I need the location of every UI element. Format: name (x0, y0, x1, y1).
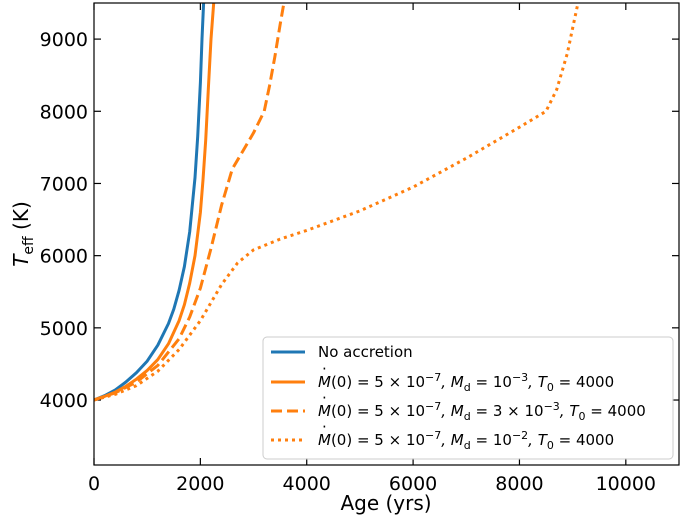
svg-text:M(0) = 5 × 10−7, Md = 3 × 10−3: M(0) = 5 × 10−7, Md = 3 × 10−3, T0 = 400… (318, 400, 646, 423)
mdot-dot: · (322, 389, 327, 407)
svg-text:M(0) = 5 × 10−7, Md = 10−2, T0: M(0) = 5 × 10−7, Md = 10−2, T0 = 4000 (318, 429, 614, 452)
x-tick-label: 8000 (495, 473, 543, 495)
y-tick-label: 4000 (40, 390, 88, 412)
series-line-3 (94, 3, 286, 402)
legend-entry-2: M(0) = 5 × 10−7, Md = 10−3, T0 = 4000 · (318, 360, 614, 394)
x-tick-label: 4000 (283, 473, 331, 495)
legend-entry-1: No accretion (318, 343, 413, 361)
series-line-1 (94, 3, 206, 402)
y-tick-label: 9000 (40, 29, 88, 51)
legend-box (262, 336, 674, 460)
x-axis-label: Age (yrs) (340, 491, 431, 515)
series-layer (94, 3, 580, 402)
svg-text:M(0) = 5 × 10−7, Md = 10−3, T0: M(0) = 5 × 10−7, Md = 10−3, T0 = 4000 (318, 371, 614, 394)
series-line-4 (94, 3, 580, 402)
y-tick-label: 8000 (40, 101, 88, 123)
series-line-2 (94, 3, 216, 402)
y-tick-label: 5000 (40, 318, 88, 340)
x-tick-label: 2000 (176, 473, 224, 495)
tick-labels: 0 2000 4000 6000 8000 10000 4000 5000 6000 7000 80… (40, 29, 656, 495)
legend-entry-4: M(0) = 5 × 10−7, Md = 10−2, T0 = 4000 · (318, 418, 614, 452)
legend: No accretion M(0) = 5 × 10−7, Md = 10−3,… (262, 336, 674, 460)
y-tick-label: 6000 (40, 246, 88, 268)
x-tick-label: 10000 (596, 473, 656, 495)
legend-entry-3: M(0) = 5 × 10−7, Md = 3 × 10−3, T0 = 400… (318, 389, 646, 423)
x-tick-label: 0 (88, 473, 100, 495)
mdot-dot: · (322, 418, 327, 436)
x-tick-label: 6000 (389, 473, 437, 495)
y-axis-label: Teff (K) (9, 201, 37, 267)
y-tick-label: 7000 (40, 173, 88, 195)
mdot-dot: · (322, 360, 327, 378)
plot-frame (93, 2, 680, 466)
